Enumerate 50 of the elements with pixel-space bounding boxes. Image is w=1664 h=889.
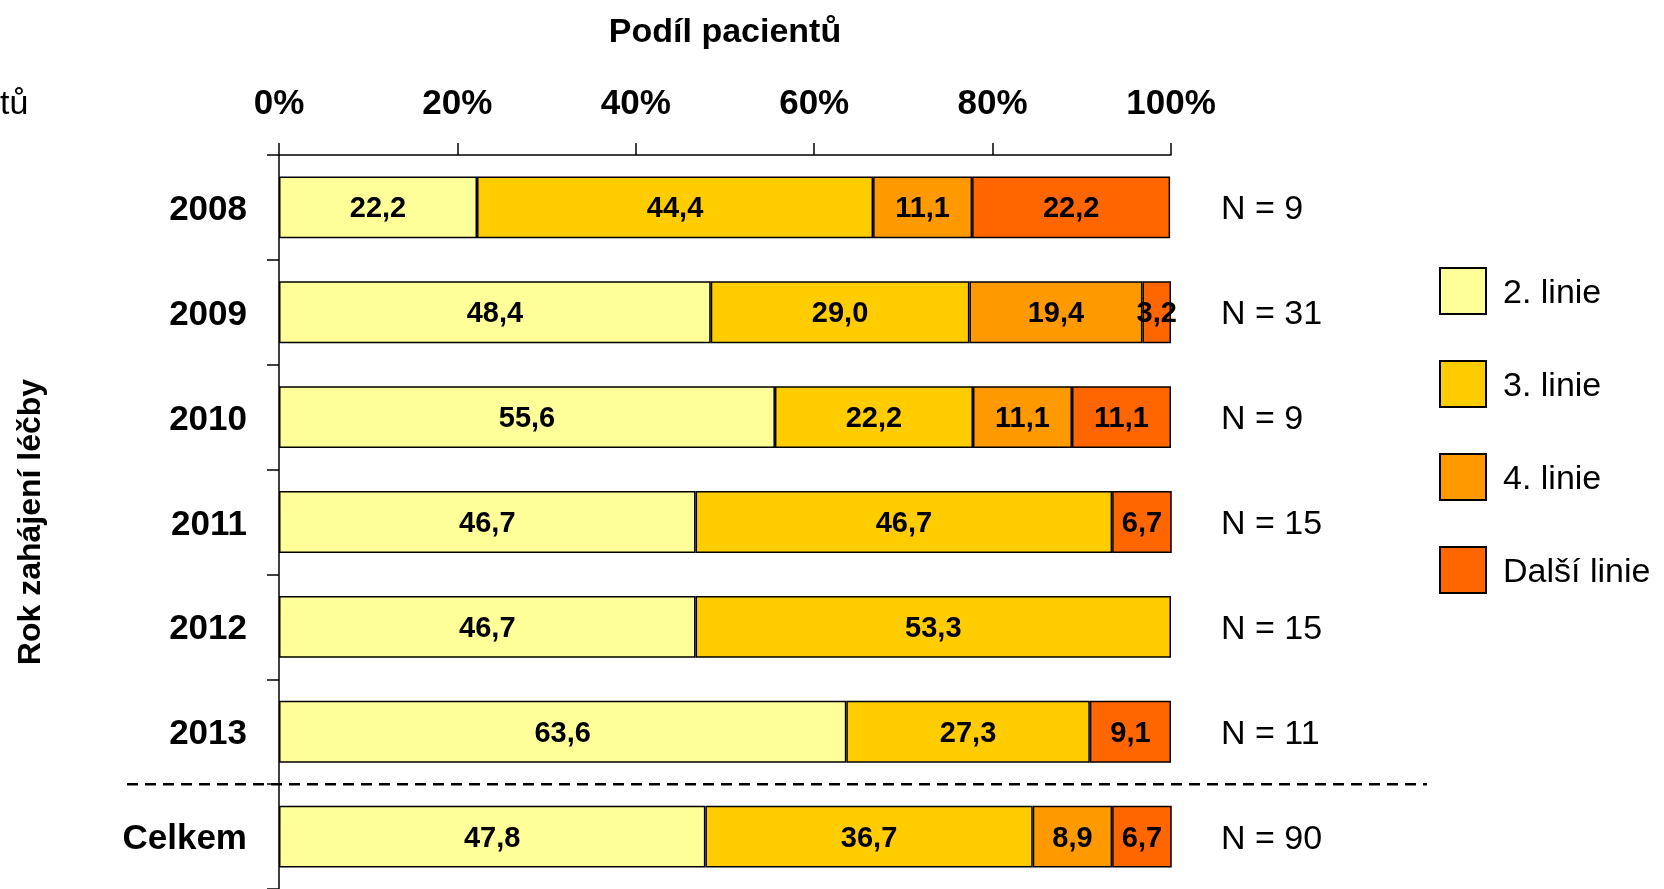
data-label: 46,7 [459, 506, 516, 538]
y-tick-label: 2012 [169, 607, 247, 647]
data-label: 47,8 [463, 820, 521, 853]
x-axis-title: Podíl pacientů [608, 11, 842, 49]
text: N = 11 [1221, 712, 1320, 751]
text: N = 90 [1221, 817, 1323, 856]
data-label: 29,0 [811, 296, 869, 329]
data-label: 53,3 [905, 610, 962, 643]
y-tick-label: 2010 [169, 397, 247, 437]
text: N = 31 [1221, 293, 1323, 332]
data-label: 27,3 [939, 715, 997, 748]
x-tick-label: 80% [957, 82, 1028, 121]
data-label: 63,6 [534, 715, 591, 748]
data-label: 6,7 [1121, 506, 1163, 538]
legend-label: 2. linie [1503, 272, 1602, 310]
y-tick-label: Celkem [122, 817, 247, 857]
legend-label: Další linie [1503, 551, 1651, 589]
data-label: 55,6 [498, 401, 556, 434]
data-label: 11,1 [995, 401, 1050, 434]
x-tick-label: 60% [779, 82, 850, 121]
data-label: 44,4 [646, 191, 704, 224]
data-label: 46,7 [875, 506, 933, 538]
y-axis-title: Rok zahájení léčby [11, 378, 47, 666]
data-label: 22,2 [1042, 191, 1100, 224]
legend-label: 3. linie [1503, 365, 1602, 403]
data-label: 36,7 [840, 820, 898, 853]
x-tick-label: 40% [600, 82, 671, 121]
text: N = 15 [1221, 607, 1323, 646]
x-tick-label: 0% [253, 82, 305, 121]
data-label: 9,1 [1110, 715, 1151, 748]
x-tick-label: 20% [422, 82, 493, 121]
data-label: 46,7 [459, 610, 516, 643]
text: N = 9 [1221, 398, 1304, 437]
text: tů [0, 83, 29, 121]
text: N = 9 [1221, 188, 1304, 227]
data-label: 11,1 [895, 191, 950, 224]
y-tick-label: 2013 [169, 712, 247, 752]
y-tick-label: 2008 [169, 187, 247, 227]
data-label: 11,1 [1094, 401, 1149, 434]
legend-label: 4. linie [1503, 458, 1602, 496]
y-tick-label: 2011 [171, 502, 247, 542]
data-label: 8,9 [1052, 820, 1093, 853]
y-tick-label: 2009 [169, 292, 247, 332]
data-label: 19,4 [1027, 296, 1085, 329]
data-label: 6,7 [1121, 820, 1163, 853]
data-label: 48,4 [466, 296, 524, 329]
data-label: 22,2 [845, 401, 903, 434]
data-label: 22,2 [349, 191, 407, 224]
text: N = 15 [1221, 503, 1323, 541]
x-tick-label: 100% [1126, 82, 1216, 121]
